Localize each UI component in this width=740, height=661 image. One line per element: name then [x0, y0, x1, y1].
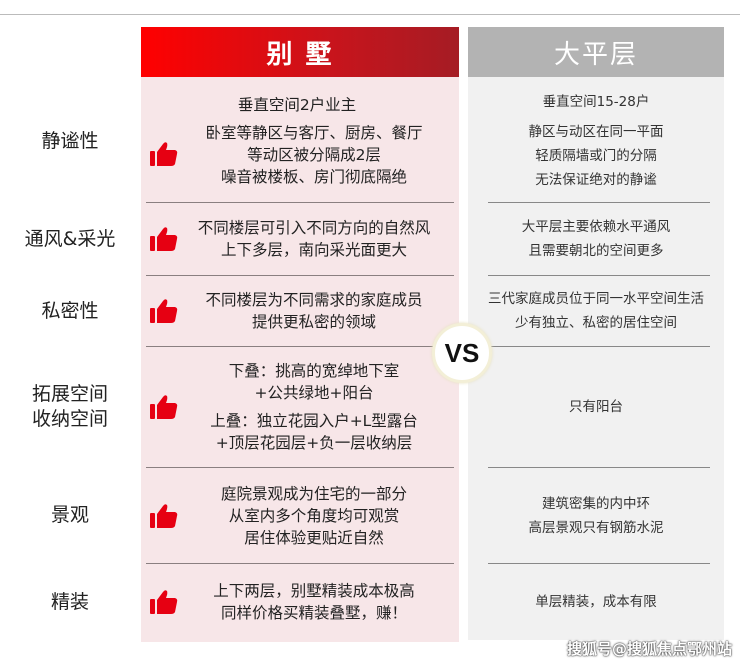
row-label: 拓展空间 收纳空间 [0, 347, 140, 467]
row-label: 景观 [0, 468, 140, 563]
villa-cell-line: 居住体验更贴近自然 [244, 528, 384, 547]
villa-cell: 不同楼层可引入不同方向的自然风 上下多层，南向采光面更大 [141, 203, 459, 275]
flat-cell-line: 建筑密集的内中环 [542, 495, 650, 512]
comparison-row: 景观 庭院景观成为住宅的一部分 从室内多个角度均可观赏 居住体验更贴近自然 建筑密集的内… [0, 468, 740, 564]
thumbs-up-icon [150, 394, 178, 420]
flat-cell: 三代家庭成员位于同一水平空间生活 少有独立、私密的居住空间 [468, 276, 724, 346]
row-label: 私密性 [0, 276, 140, 346]
villa-cell-line: 上叠：独立花园入户+L型露台 [210, 412, 418, 430]
villa-cell: 垂直空间2户业主卧室等静区与客厅、厨房、餐厅 等动区被分隔成2层噪音被楼板、房门彻… [141, 80, 459, 202]
villa-cell: 不同楼层为不同需求的家庭成员 提供更私密的领域 [141, 276, 459, 346]
row-label: 静谧性 [0, 80, 140, 202]
flat-cell-line: 高层景观只有钢筋水泥 [528, 519, 664, 536]
flat-cell-line: 垂直空间15-28户 [542, 94, 650, 110]
top-divider [0, 14, 740, 15]
villa-cell: 庭院景观成为住宅的一部分 从室内多个角度均可观赏 居住体验更贴近自然 [141, 468, 459, 563]
villa-cell-line: 同样价格买精装叠墅，赚！ [220, 604, 407, 622]
row-label-text: 景观 [50, 504, 89, 526]
flat-cell-line: 只有阳台 [569, 399, 623, 415]
villa-row-divider [146, 467, 454, 468]
villa-cell-line: 庭院景观成为住宅的一部分 [220, 484, 407, 503]
villa-cell-line: 上下两层，别墅精装成本极高 [213, 582, 415, 600]
row-label: 精装 [0, 564, 140, 640]
flat-row-divider [488, 275, 710, 276]
thumbs-up-icon [150, 226, 178, 252]
villa-cell-line: +公共绿地+阳台 [254, 384, 374, 402]
thumbs-up-icon [150, 298, 178, 324]
villa-cell-line: 等动区被分隔成2层 [247, 146, 381, 164]
flat-header: 大平层 [468, 27, 724, 77]
thumbs-up-icon [150, 589, 178, 615]
row-label: 通风&采光 [0, 203, 140, 275]
flat-cell: 单层精装，成本有限 [468, 564, 724, 640]
flat-cell: 只有阳台 [468, 347, 724, 467]
row-label-text: 静谧性 [41, 129, 99, 152]
watermark: 搜狐号@搜狐焦点鄂州站 [566, 640, 732, 658]
thumbs-up-icon [150, 141, 178, 167]
flat-cell-line: 三代家庭成员位于同一水平空间生活 [488, 291, 704, 307]
flat-cell-line: 静区与动区在同一平面 [528, 124, 664, 140]
flat-row-divider [488, 563, 710, 564]
comparison-row: 静谧性 垂直空间2户业主卧室等静区与客厅、厨房、餐厅 等动区被分隔成2层噪音被楼板、… [0, 80, 740, 203]
villa-cell-line: +顶层花园层+负一层收纳层 [215, 434, 413, 452]
flat-cell-line: 且需要朝北的空间更多 [528, 243, 664, 259]
comparison-row: 拓展空间 收纳空间 下叠：挑高的宽绰地下室 +公共绿地+阳台上叠：独立花园入户+L型… [0, 347, 740, 468]
row-label-text: 私密性 [41, 299, 99, 322]
flat-row-divider [488, 346, 710, 347]
villa-row-divider [146, 346, 454, 347]
villa-cell-line: 下叠：挑高的宽绰地下室 [228, 362, 400, 380]
villa-row-divider [146, 275, 454, 276]
flat-cell: 大平层主要依赖水平通风 且需要朝北的空间更多 [468, 203, 724, 275]
comparison-row: 私密性 不同楼层为不同需求的家庭成员 提供更私密的领域 三代家庭成员位于同一水平空间生… [0, 276, 740, 347]
villa-row-divider [146, 202, 454, 203]
comparison-row: 精装 上下两层，别墅精装成本极高 同样价格买精装叠墅，赚！ 单层精装，成本有限 [0, 564, 740, 640]
thumbs-up-icon [150, 503, 178, 529]
villa-cell-line: 垂直空间2户业主 [237, 96, 357, 114]
villa-column-bg [141, 77, 459, 642]
flat-column-bg [468, 77, 724, 640]
flat-row-divider [488, 202, 710, 203]
row-label-text: 精装 [50, 590, 89, 613]
row-label-text: 通风&采光 [24, 227, 116, 250]
flat-cell-line: 无法保证绝对的静谧 [535, 172, 657, 188]
comparison-row: 通风&采光 不同楼层可引入不同方向的自然风 上下多层，南向采光面更大 大平层主要依赖水… [0, 203, 740, 276]
villa-cell-line: 卧室等静区与客厅、厨房、餐厅 [205, 124, 423, 142]
flat-cell: 建筑密集的内中环 高层景观只有钢筋水泥 [468, 468, 724, 563]
flat-cell-line: 少有独立、私密的居住空间 [515, 315, 677, 331]
villa-cell-line: 提供更私密的领域 [251, 313, 376, 331]
flat-cell-line: 单层精装，成本有限 [535, 594, 657, 610]
villa-cell-line: 噪音被楼板、房门彻底隔绝 [220, 168, 407, 186]
vs-badge: VS [432, 323, 492, 383]
villa-header: 别 墅 [141, 27, 459, 77]
row-label-text: 拓展空间 收纳空间 [31, 383, 108, 430]
flat-row-divider [488, 467, 710, 468]
villa-cell-line: 不同楼层可引入不同方向的自然风 [197, 219, 431, 237]
villa-row-divider [146, 563, 454, 564]
villa-cell-line: 不同楼层为不同需求的家庭成员 [205, 291, 423, 309]
villa-cell: 下叠：挑高的宽绰地下室 +公共绿地+阳台上叠：独立花园入户+L型露台 +顶层花园层+… [141, 347, 459, 467]
flat-cell-line: 轻质隔墙或门的分隔 [535, 148, 657, 164]
villa-cell-line: 从室内多个角度均可观赏 [228, 506, 400, 525]
flat-cell: 垂直空间15-28户 静区与动区在同一平面 轻质隔墙或门的分隔 无法保证绝对的静谧 [468, 80, 724, 202]
villa-cell: 上下两层，别墅精装成本极高 同样价格买精装叠墅，赚！ [141, 564, 459, 640]
flat-cell-line: 大平层主要依赖水平通风 [521, 219, 671, 235]
villa-cell-line: 上下多层，南向采光面更大 [220, 241, 407, 259]
